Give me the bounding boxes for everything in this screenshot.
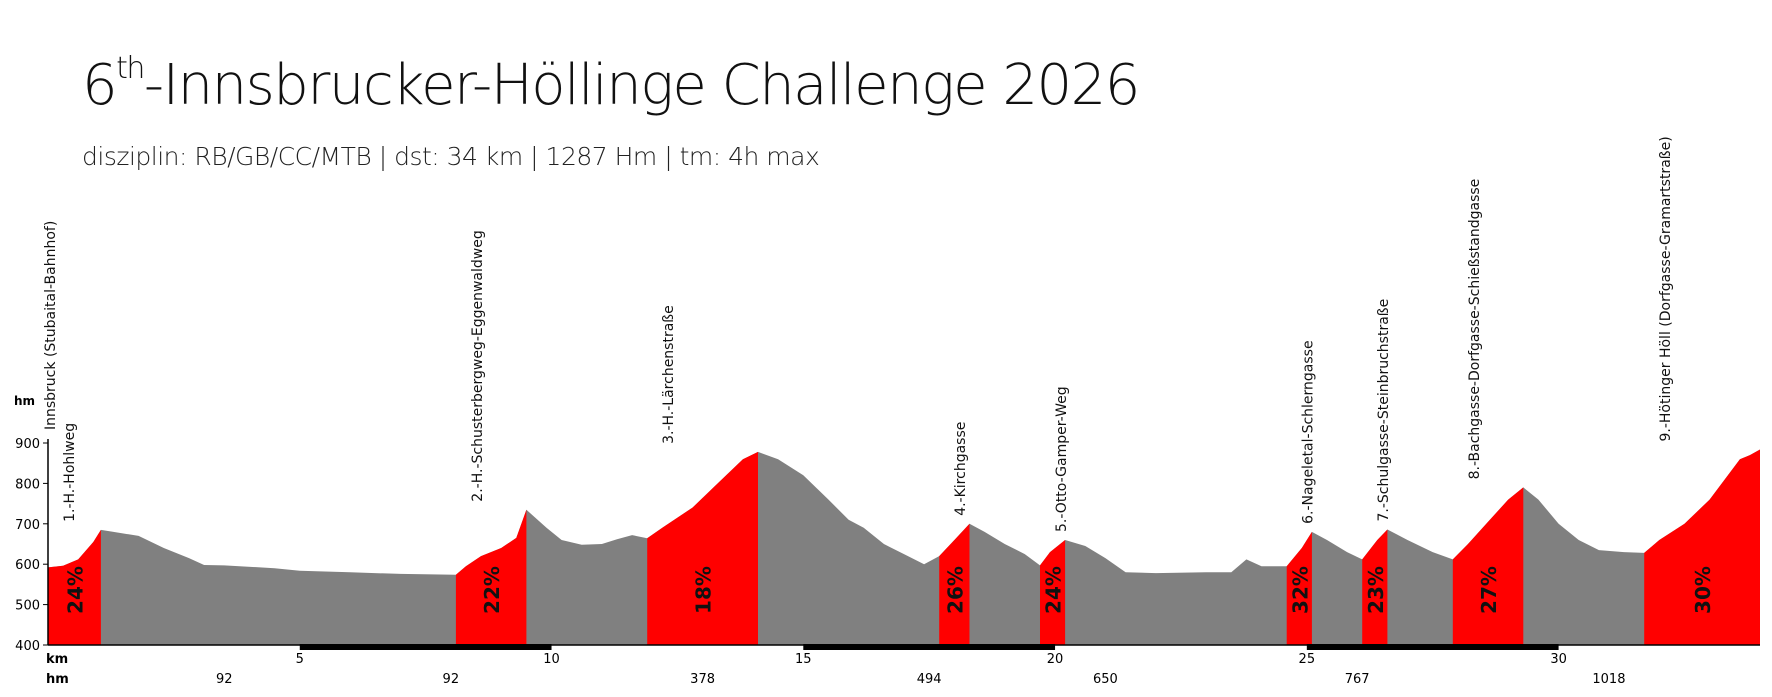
climb-area-6 — [1286, 531, 1312, 645]
x-tick-label: 30 — [1550, 652, 1567, 667]
climb-labels: 24% 1.-H.-Hohlweg 22% 2.-H.-Schusterbergweg… — [43, 136, 1715, 614]
y-axis-label: hm — [14, 394, 35, 408]
hm-value: 650 — [1093, 672, 1118, 687]
y-tick-label: 700 — [15, 518, 40, 533]
title-rest: -Innsbrucker-Höllinge Challenge 2026 — [143, 53, 1141, 118]
climb-grade-5: 24% — [1042, 566, 1066, 614]
title-superscript: th — [116, 51, 145, 86]
climb-label-6: 6.-Nageletal-Schlerngasse — [1301, 340, 1317, 523]
hm-value: 92 — [216, 672, 233, 687]
chart-title: 6th-Innsbrucker-Höllinge Challenge 2026 — [82, 54, 1140, 114]
start-label: Innsbruck (Stubaital-Bahnhof) — [43, 221, 59, 430]
hm-value: 92 — [443, 672, 460, 687]
hm-value: 494 — [917, 672, 942, 687]
climb-grade-4: 26% — [943, 566, 967, 614]
y-tick-label: 900 — [15, 437, 40, 452]
x-axis-scale-bar — [1306, 644, 1559, 650]
x-tick-label: 10 — [543, 652, 560, 667]
y-tick-label: 500 — [15, 599, 40, 614]
climb-label-8: 8.-Bachgasse-Dorfgasse-Schießstandgasse — [1467, 179, 1483, 480]
climb-area-5 — [1040, 540, 1066, 645]
climb-area-7 — [1362, 529, 1388, 645]
climb-label-2: 2.-H.-Schusterbergweg-Eggenwaldweg — [470, 230, 486, 501]
climb-label-7: 7.-Schulgasse-Steinbruchstraße — [1376, 299, 1392, 522]
climb-area-1 — [48, 529, 101, 645]
climb-grade-1: 24% — [63, 566, 87, 614]
hm-value: 1018 — [1592, 672, 1625, 687]
axes: hm 400 500 600 700 800 900 km 5 10 15 20 25 30 hm 92 92 3… — [14, 394, 1760, 687]
hm-value: 378 — [690, 672, 715, 687]
title-prefix: 6 — [82, 53, 118, 118]
x-tick-label: 15 — [795, 652, 812, 667]
climb-grade-6: 32% — [1288, 566, 1312, 614]
climb-label-4: 4.-Kirchgasse — [953, 422, 969, 516]
climb-label-5: 5.-Otto-Gamper-Weg — [1054, 386, 1070, 532]
climb-area-2 — [455, 509, 527, 645]
y-tick-label: 800 — [15, 477, 40, 492]
climb-grade-2: 22% — [480, 566, 504, 614]
x-axis-scale-bar — [299, 644, 552, 650]
climb-area-4 — [939, 523, 970, 645]
climb-label-3: 3.-H.-Lärchenstraße — [661, 305, 677, 444]
climb-area-9 — [1644, 449, 1760, 645]
climb-grade-9: 30% — [1691, 566, 1715, 614]
climb-area-3 — [647, 451, 758, 645]
climb-area-8 — [1452, 487, 1524, 645]
hm-value: 767 — [1345, 672, 1370, 687]
climb-label-9: 9.-Hötinger Höll (Dorfgasse-Gramartstraß… — [1658, 136, 1674, 441]
chart-subtitle: disziplin: RB/GB/CC/MTB | dst: 34 km | 1… — [82, 142, 820, 171]
x-tick-label: 20 — [1047, 652, 1064, 667]
y-tick-label: 400 — [15, 639, 40, 654]
climb-grade-3: 18% — [692, 566, 716, 614]
hm-row-label: hm — [46, 672, 69, 687]
x-axis-scale-bar — [803, 644, 1056, 650]
climb-label-1: 1.-H.-Hohlweg — [62, 423, 78, 522]
y-tick-label: 600 — [15, 558, 40, 573]
x-tick-label: 5 — [296, 652, 304, 667]
climb-grade-7: 23% — [1364, 566, 1388, 614]
x-axis-label: km — [46, 652, 68, 667]
profile-areas — [48, 449, 1760, 645]
climb-grade-8: 27% — [1477, 566, 1501, 614]
x-tick-label: 25 — [1299, 652, 1316, 667]
